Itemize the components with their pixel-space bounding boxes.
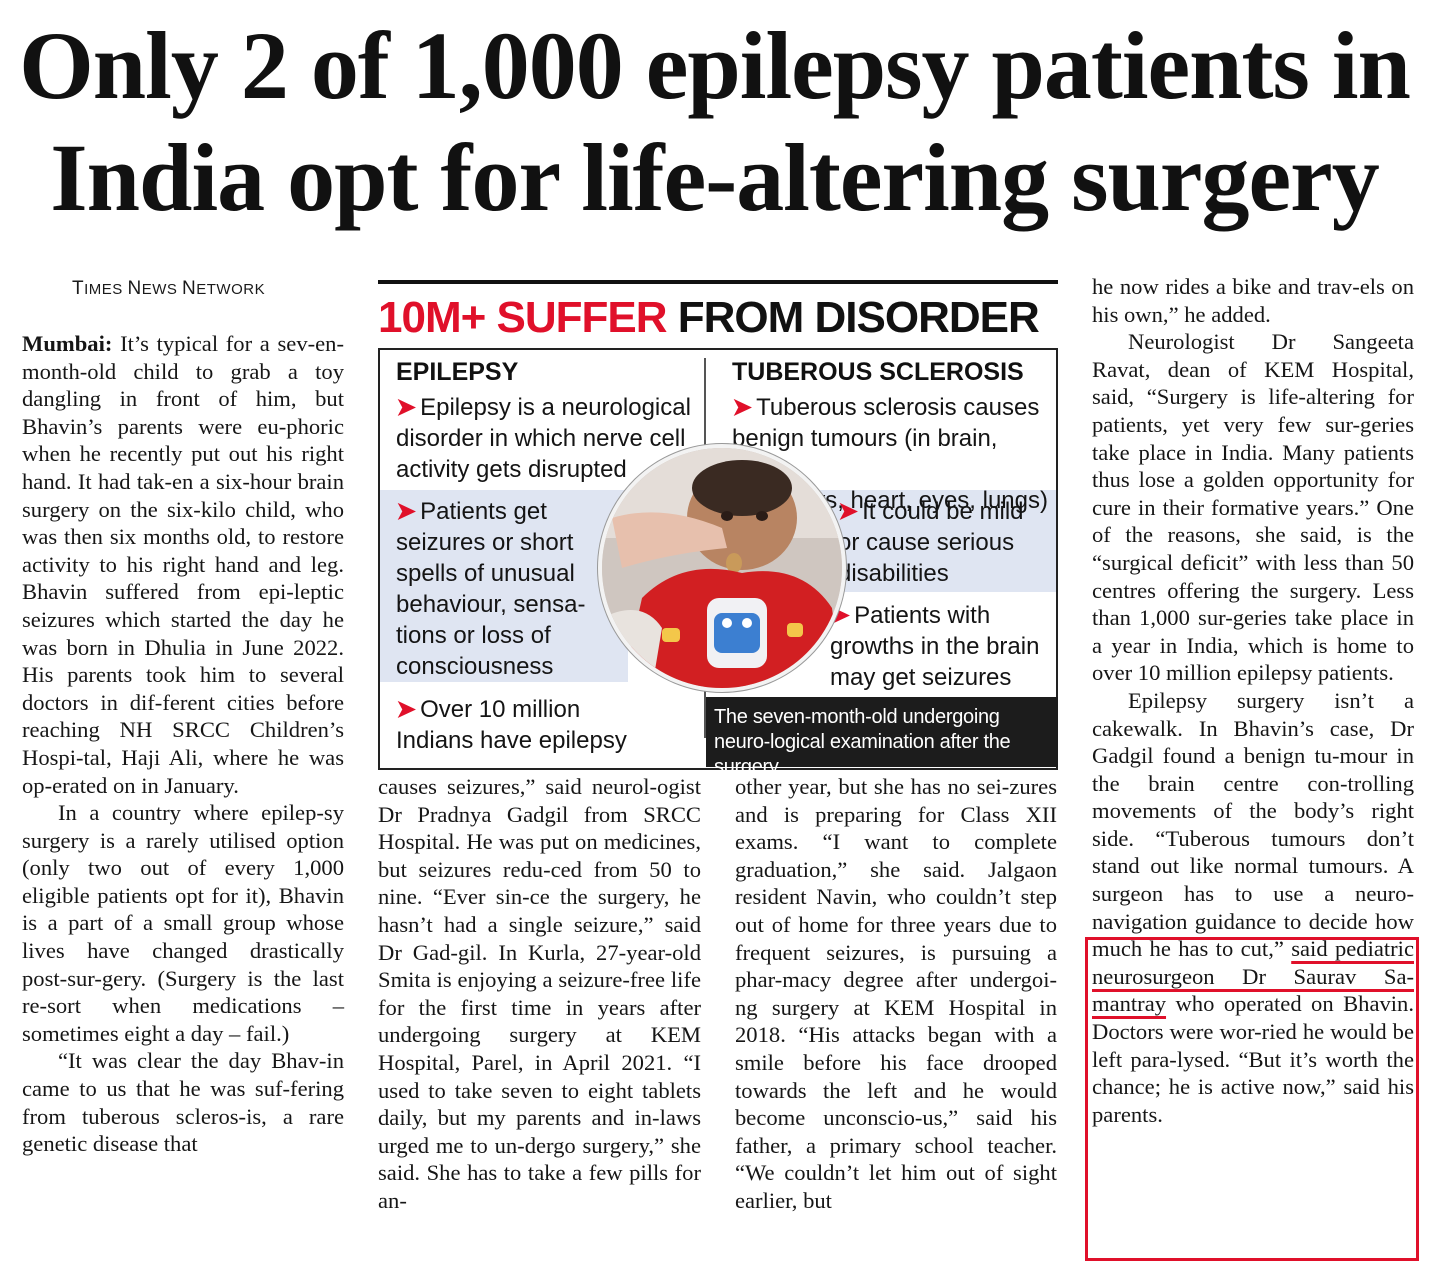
underlined-attribution: said pediatric neurosurgeon Dr Saurav Sa… bbox=[1092, 936, 1414, 1017]
photo-caption: The seven-month-old undergoing neuro-log… bbox=[706, 697, 1058, 778]
article-column-3: other year, but she has no sei-zures and… bbox=[735, 773, 1057, 1215]
paragraph-3: “It was clear the day Bhav-in came to us… bbox=[22, 1048, 344, 1157]
column-4-para-3: Epilepsy surgery isn’t a cakewalk. In Bh… bbox=[1092, 687, 1415, 1127]
ts-point-1: ➤ Tuberous sclerosis causes benign tumour… bbox=[732, 394, 1048, 514]
arrow-icon: ➤ bbox=[396, 498, 417, 525]
epilepsy-highlight-band bbox=[380, 490, 628, 682]
paragraph-1-text: It’s typical for a sev-en-month-old chil… bbox=[22, 331, 344, 798]
epilepsy-point-2: ➤ Patients get seizures or short spells o… bbox=[396, 498, 586, 680]
arrow-icon: ➤ bbox=[838, 498, 859, 525]
epilepsy-heading: EPILEPSY bbox=[396, 358, 519, 386]
ts-heading: TUBEROUS SCLEROSIS bbox=[732, 358, 1024, 386]
article-column-2: causes seizures,” said neurol-ogist Dr P… bbox=[378, 773, 701, 1215]
ts-highlight-band bbox=[820, 490, 1056, 592]
column-3-text: other year, but she has no sei-zures and… bbox=[735, 774, 1057, 1213]
ts-point-2: ➤ It could be mild or cause serious disab… bbox=[838, 498, 1024, 587]
infobox-title: 10M+ SUFFER FROM DISORDER bbox=[378, 293, 1040, 342]
column-2-text: causes seizures,” said neurol-ogist Dr P… bbox=[378, 774, 701, 1213]
column-4-para-1: he now rides a bike and trav-els on his … bbox=[1092, 274, 1414, 327]
column-4-para-2: Neurologist Dr Sangeeta Ravat, dean of K… bbox=[1092, 329, 1414, 686]
arrow-icon: ➤ bbox=[732, 394, 753, 421]
article-column-4: he now rides a bike and trav-els on his … bbox=[1092, 273, 1414, 1128]
paragraph-2: In a country where epilep-sy surgery is … bbox=[22, 800, 344, 1046]
headline: Only 2 of 1,000 epilepsy patients in Ind… bbox=[19, 12, 1411, 231]
infobox-frame: EPILEPSY ➤ Epilepsy is a neurological dis… bbox=[378, 348, 1058, 770]
infobox: 10M+ SUFFER FROM DISORDER EPILEPSY ➤ Epil… bbox=[378, 280, 1058, 770]
epilepsy-point-1: ➤ Epilepsy is a neurological disorder in … bbox=[396, 394, 691, 483]
child-photo-illustration bbox=[602, 448, 842, 688]
epilepsy-point-3: ➤ Over 10 million Indians have epilepsy bbox=[396, 696, 627, 754]
dateline: Mumbai: bbox=[22, 331, 113, 356]
byline: TIMES NEWS NETWORK bbox=[72, 278, 266, 299]
arrow-icon: ➤ bbox=[396, 394, 417, 421]
child-photo bbox=[598, 444, 846, 692]
paragraph-1: Mumbai: It’s typical for a sev-en-month-… bbox=[22, 330, 344, 799]
article-column-1: Mumbai: It’s typical for a sev-en-month-… bbox=[22, 330, 344, 1158]
ts-point-3: ➤ Patients with growths in the brain may … bbox=[830, 602, 1040, 691]
arrow-icon: ➤ bbox=[396, 696, 417, 723]
